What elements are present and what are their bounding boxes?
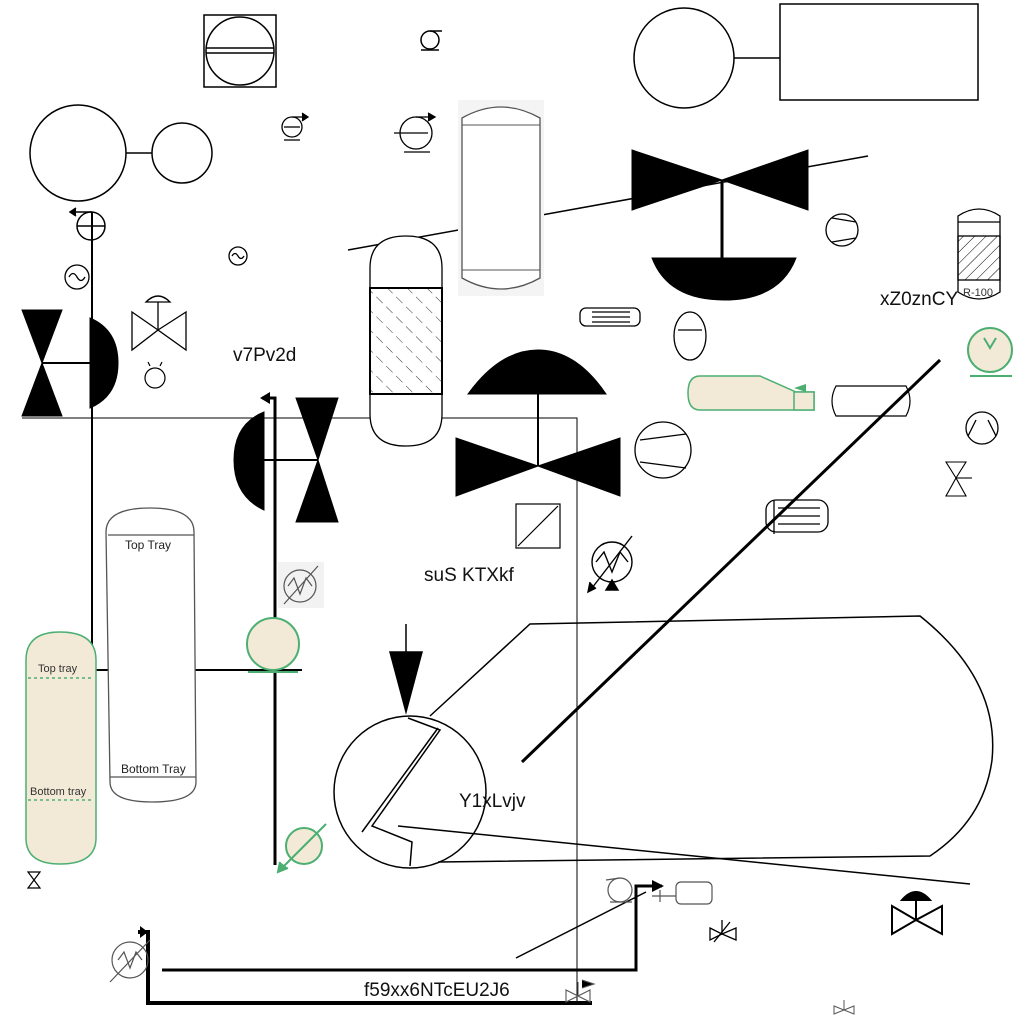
control-valve-large [631, 149, 809, 301]
control-valve-icon [131, 295, 187, 352]
vertical-vessel-symbol [458, 100, 544, 296]
ellipse-vessel-icon [673, 311, 707, 361]
process-line [162, 884, 662, 972]
pump-icon [394, 112, 437, 153]
packed-column-symbol [369, 235, 443, 447]
tag-label-5: f59xx6NTcEU2J6 [364, 980, 510, 1001]
tag-label-1: v7Pv2d [233, 345, 297, 366]
circle-rectangle-symbol [633, 3, 979, 109]
square-tank-symbol [203, 14, 277, 88]
horizontal-vessel-icon [831, 385, 911, 417]
actuated-valve-middle [233, 397, 339, 523]
tag-label-4: Y1xLvjv [459, 791, 526, 812]
green-horizontal-vessel [687, 375, 815, 411]
filter-icon [515, 503, 561, 549]
green-pump-icon [246, 617, 300, 673]
valve-icon [565, 979, 596, 1003]
column-b-bottom-label: Bottom tray [30, 786, 87, 798]
process-line [515, 891, 647, 959]
valve-icon [833, 1000, 855, 1015]
pump-icon [281, 112, 310, 141]
process-line [520, 358, 942, 764]
heater-icon [228, 246, 248, 266]
shell-tube-exchanger-icon [765, 499, 829, 534]
exchanger-horizontal-icon [579, 307, 641, 327]
cooler-icon [587, 535, 633, 594]
actuated-valve-left [21, 309, 119, 417]
pump-icon [420, 30, 442, 51]
tray-column-b [25, 631, 97, 865]
heat-exchanger-large [333, 624, 487, 869]
column-a-bottom-label: Bottom Tray [121, 762, 186, 776]
reactor-tag: R-100 [963, 287, 993, 299]
pump-icon [605, 877, 633, 903]
double-circle-symbol [29, 104, 213, 202]
flow-arrow [652, 880, 664, 892]
tag-label-3: xZ0znCY [880, 289, 959, 310]
process-line [22, 417, 578, 1005]
control-valve-center [455, 349, 621, 497]
rotary-drum-symbol [429, 615, 994, 863]
flow-arrow [260, 392, 270, 404]
column-a-top-label: Top Tray [125, 538, 171, 552]
green-pump-icon [967, 327, 1013, 377]
tag-label-2: suS KTXkf [424, 565, 514, 586]
reactor-symbol [957, 208, 1001, 300]
process-line [397, 825, 971, 885]
valve-icon [26, 871, 42, 889]
compressor-icon [965, 411, 999, 445]
column-b-top-label: Top tray [38, 663, 78, 675]
tray-column-a [105, 507, 197, 803]
valve-icon [945, 461, 972, 497]
valve-icon [709, 920, 737, 943]
nozzle-icon [652, 881, 713, 905]
cooler-icon [109, 939, 151, 983]
instrument-icon [144, 361, 166, 389]
cooler-icon-gray [278, 562, 324, 608]
flow-arrow [140, 926, 148, 938]
control-valve-icon [891, 891, 943, 936]
compressor-icon [634, 421, 692, 479]
green-cooler-icon [276, 823, 327, 874]
heater-icon [64, 264, 90, 290]
heat-exchanger-icon [68, 207, 106, 241]
compressor-icon [825, 213, 859, 247]
